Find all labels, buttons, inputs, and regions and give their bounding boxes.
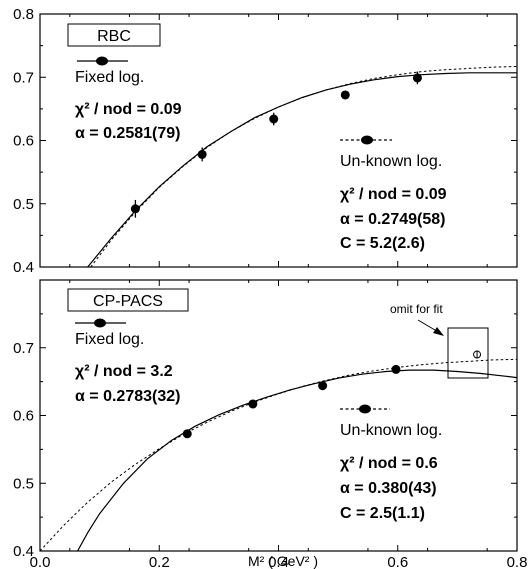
rbc-data-points — [130, 71, 422, 218]
omit-arrow-head — [433, 327, 444, 336]
cppacs-plot-frame — [39, 279, 518, 552]
cppacs-unknown-c: C = 2.5(1.1) — [340, 505, 425, 522]
cppacs-data-points — [182, 364, 401, 439]
rbc-fixed-legend-label: Fixed log. — [75, 69, 144, 86]
cppacs-y-tick-label: 0.4 — [13, 543, 34, 560]
rbc-unknown-log-curve — [90, 66, 518, 268]
cppacs-y-tick-label: 0.5 — [13, 475, 34, 492]
rbc-y-tick-label: 0.4 — [13, 259, 34, 276]
rbc-panel: 0.4 0.5 0.6 0.7 0.8 RBC Fixed log. χ² / nod … — [13, 6, 518, 276]
cppacs-unknown-legend-marker — [359, 404, 371, 414]
cppacs-x-ticks: 0.0 0.2 0.4 0.6 0.8 — [30, 280, 528, 569]
cppacs-label: CP-PACS — [93, 293, 163, 310]
rbc-fixed-alpha: α = 0.2581(79) — [75, 125, 180, 142]
omitted-point-group — [473, 350, 482, 359]
rbc-data-point — [197, 149, 207, 159]
rbc-y-tick-label: 0.6 — [13, 133, 34, 150]
cppacs-y-tick-label: 0.7 — [13, 340, 34, 357]
cppacs-fixed-legend-label: Fixed log. — [75, 331, 144, 348]
rbc-label-box — [67, 23, 161, 47]
cppacs-x-tick-label: 0.4 — [268, 554, 289, 569]
cppacs-y-tick-label: 0.6 — [13, 408, 34, 425]
rbc-data-point — [340, 90, 350, 100]
rbc-fit-curves — [87, 66, 518, 268]
cppacs-panel: 0.0 0.2 0.4 0.6 0.8 0.4 0.5 0.6 0.7 CP-PACS Fix… — [13, 279, 528, 569]
rbc-x-ticks — [39, 14, 518, 267]
cppacs-data-point — [391, 364, 401, 374]
rbc-data-point — [412, 73, 422, 83]
cppacs-data-point — [318, 381, 328, 391]
rbc-data-point — [269, 114, 279, 124]
cppacs-x-tick-label: 0.6 — [387, 554, 408, 569]
cppacs-x-tick-label: 0.0 — [30, 554, 51, 569]
omit-for-fit-annotation: omit for fit — [390, 302, 443, 316]
x-axis-label: M² ( GeV² ) — [248, 553, 318, 569]
cppacs-label-box — [67, 288, 189, 312]
rbc-label: RBC — [97, 28, 131, 45]
rbc-unknown-legend-label: Un-known log. — [340, 153, 442, 170]
rbc-data-point — [130, 204, 140, 214]
cppacs-data-point — [182, 429, 192, 439]
rbc-fixed-legend-marker — [96, 56, 108, 66]
rbc-unknown-legend-marker — [361, 135, 373, 145]
cppacs-unknown-legend-label: Un-known log. — [340, 422, 442, 439]
rbc-fixed-chi2: χ² / nod = 0.09 — [75, 101, 182, 118]
cppacs-fixed-legend-marker — [94, 318, 106, 328]
rbc-y-tick-label: 0.7 — [13, 69, 34, 86]
cppacs-data-point — [248, 399, 258, 409]
cppacs-fixed-alpha: α = 0.2783(32) — [75, 388, 180, 405]
cppacs-y-ticks: 0.4 0.5 0.6 0.7 — [13, 313, 517, 560]
cppacs-unknown-log-curve — [39, 358, 518, 552]
cppacs-unknown-chi2: χ² / nod = 0.6 — [340, 455, 438, 472]
rbc-unknown-alpha: α = 0.2749(58) — [340, 211, 445, 228]
cppacs-fit-curves — [39, 358, 518, 552]
rbc-y-ticks: 0.4 0.5 0.6 0.7 0.8 — [13, 6, 517, 276]
cppacs-unknown-alpha: α = 0.380(43) — [340, 480, 437, 497]
cppacs-x-tick-label: 0.2 — [149, 554, 170, 569]
cppacs-x-tick-label: 0.8 — [507, 554, 528, 569]
rbc-y-tick-label: 0.8 — [13, 6, 34, 23]
rbc-unknown-chi2: χ² / nod = 0.09 — [340, 186, 447, 203]
omit-highlight-box — [447, 327, 489, 379]
cppacs-fixed-chi2: χ² / nod = 3.2 — [75, 363, 173, 380]
rbc-unknown-c: C = 5.2(2.6) — [340, 235, 425, 252]
rbc-y-tick-label: 0.5 — [13, 196, 34, 213]
